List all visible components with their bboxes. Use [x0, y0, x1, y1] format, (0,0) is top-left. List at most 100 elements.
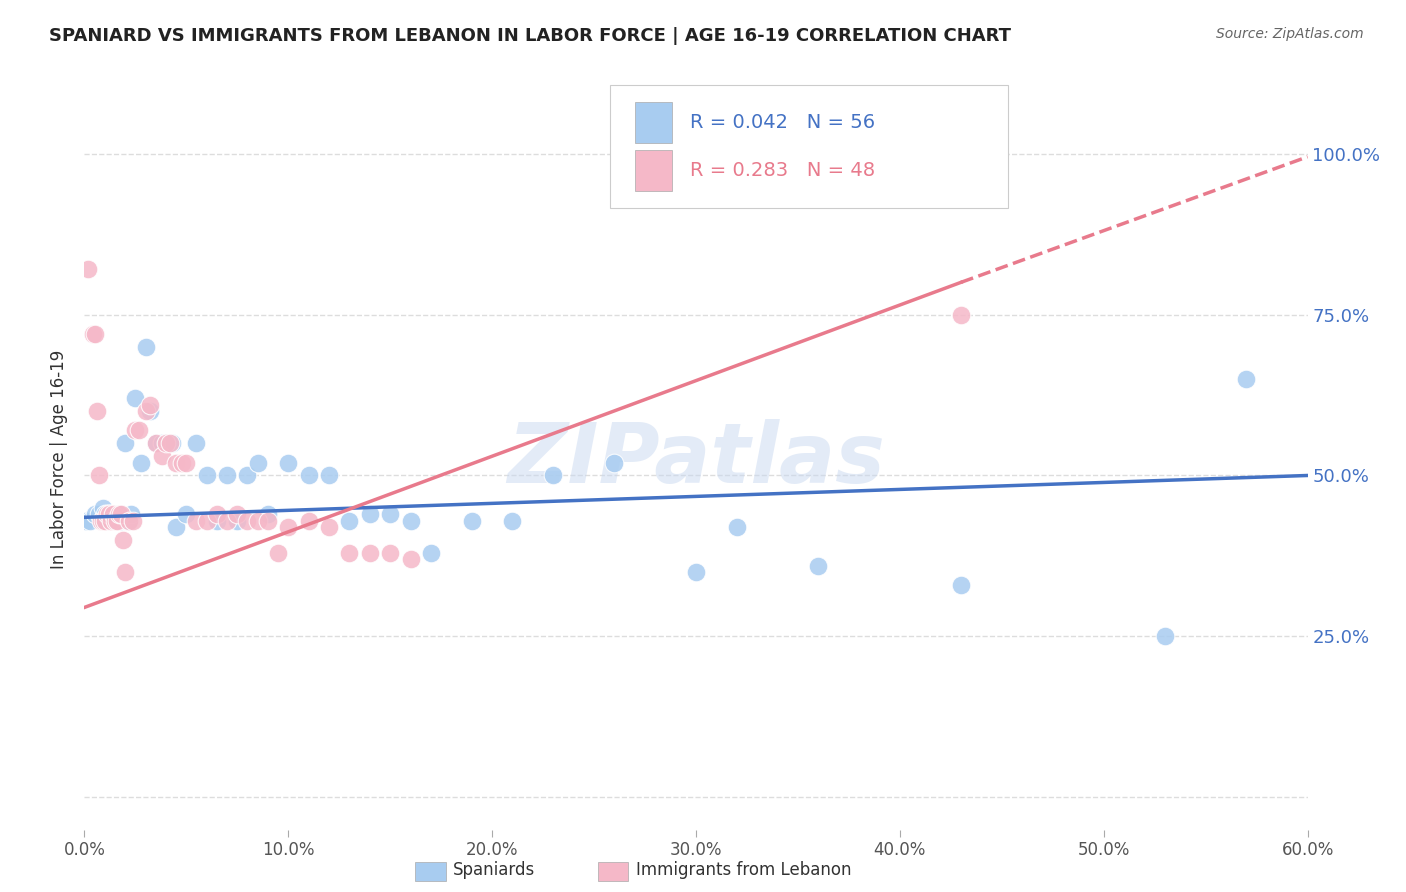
Point — [104, 507, 127, 521]
Point — [110, 514, 132, 528]
Point — [77, 262, 100, 277]
Point — [104, 514, 127, 528]
Text: Spaniards: Spaniards — [453, 861, 534, 879]
Point — [122, 514, 145, 528]
Point — [91, 514, 114, 528]
Point — [159, 436, 181, 450]
Point — [246, 456, 269, 470]
Point — [114, 436, 136, 450]
Point — [399, 552, 422, 566]
Point — [298, 514, 321, 528]
Point — [87, 468, 110, 483]
Point — [359, 546, 381, 560]
FancyBboxPatch shape — [610, 86, 1008, 208]
Point — [75, 514, 97, 528]
Point — [725, 520, 748, 534]
Point — [79, 514, 101, 528]
Point — [174, 507, 197, 521]
Point — [339, 546, 361, 560]
Point — [359, 507, 381, 521]
Point — [277, 520, 299, 534]
Point — [96, 514, 118, 528]
Text: SPANIARD VS IMMIGRANTS FROM LEBANON IN LABOR FORCE | AGE 16-19 CORRELATION CHART: SPANIARD VS IMMIGRANTS FROM LEBANON IN L… — [49, 27, 1011, 45]
Bar — [636, 103, 672, 143]
Point — [502, 514, 524, 528]
Point — [110, 507, 132, 521]
Point — [96, 507, 118, 521]
Point — [112, 533, 135, 547]
Point — [174, 456, 197, 470]
Point — [97, 507, 120, 521]
Point — [226, 514, 249, 528]
Point — [138, 398, 160, 412]
Point — [603, 456, 626, 470]
Point — [950, 578, 973, 592]
Point — [91, 500, 114, 515]
Point — [205, 507, 228, 521]
Point — [135, 340, 157, 354]
Point — [114, 565, 136, 579]
Point — [1236, 372, 1258, 386]
Point — [195, 514, 218, 528]
Point — [108, 514, 131, 528]
Point — [124, 391, 146, 405]
Point — [205, 514, 228, 528]
Point — [97, 507, 120, 521]
Point — [246, 514, 269, 528]
Point — [160, 436, 183, 450]
Point — [399, 514, 422, 528]
Point — [318, 468, 340, 483]
Point — [104, 514, 127, 528]
Point — [257, 514, 280, 528]
Point — [93, 514, 115, 528]
Point — [131, 456, 153, 470]
Point — [217, 468, 239, 483]
Point — [236, 468, 259, 483]
Point — [128, 424, 150, 438]
Point — [950, 308, 973, 322]
Point — [186, 514, 208, 528]
Point — [87, 507, 110, 521]
Point — [318, 520, 340, 534]
Point — [82, 326, 104, 341]
Point — [685, 565, 707, 579]
Point — [100, 514, 122, 528]
Text: ZIPatlas: ZIPatlas — [508, 419, 884, 500]
Point — [420, 546, 443, 560]
Point — [155, 436, 177, 450]
Point — [186, 436, 208, 450]
Point — [172, 456, 194, 470]
Point — [120, 507, 142, 521]
Point — [105, 514, 128, 528]
Point — [1154, 629, 1177, 643]
Text: R = 0.042   N = 56: R = 0.042 N = 56 — [690, 113, 875, 132]
Point — [145, 436, 167, 450]
Point — [298, 468, 321, 483]
Point — [86, 404, 108, 418]
Point — [461, 514, 484, 528]
Bar — [636, 150, 672, 191]
Point — [236, 514, 259, 528]
Point — [217, 514, 239, 528]
Point — [104, 514, 127, 528]
Point — [165, 456, 187, 470]
Point — [277, 456, 299, 470]
Text: R = 0.283   N = 48: R = 0.283 N = 48 — [690, 161, 875, 180]
Point — [83, 507, 105, 521]
Point — [101, 507, 124, 521]
Point — [807, 558, 830, 573]
Point — [115, 514, 138, 528]
Point — [267, 546, 290, 560]
Point — [543, 468, 565, 483]
Point — [380, 507, 402, 521]
Point — [380, 546, 402, 560]
Y-axis label: In Labor Force | Age 16-19: In Labor Force | Age 16-19 — [51, 350, 69, 569]
Point — [155, 436, 177, 450]
Point — [150, 436, 173, 450]
Point — [118, 514, 141, 528]
Point — [135, 404, 157, 418]
Point — [226, 507, 249, 521]
Point — [90, 514, 112, 528]
Point — [83, 326, 105, 341]
Point — [118, 514, 141, 528]
